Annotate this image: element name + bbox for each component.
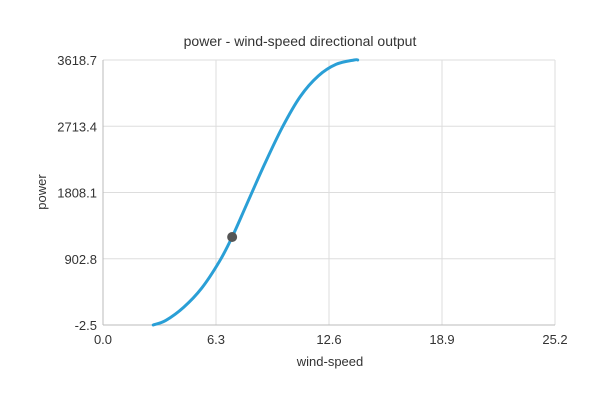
y-tick-label: 2713.4 (57, 119, 97, 134)
tick-labels: 0.0 6.3 12.6 18.9 25.2 -2.5 902.8 1808.1 2713.4 3… (57, 53, 567, 347)
x-axis-label: wind-speed (296, 354, 364, 369)
chart-title: power - wind-speed directional output (184, 33, 417, 49)
x-tick-label: 12.6 (316, 332, 341, 347)
y-tick-label: 1808.1 (57, 186, 97, 201)
x-tick-label: 0.0 (94, 332, 112, 347)
series (151, 58, 360, 327)
y-tick-label: -2.5 (75, 318, 97, 333)
axes (102, 60, 555, 326)
series-line (151, 58, 360, 327)
x-tick-label: 6.3 (207, 332, 225, 347)
highlight-point[interactable] (227, 232, 238, 243)
x-tick-label: 25.2 (542, 332, 567, 347)
y-axis-label: power (34, 174, 49, 210)
y-tick-label: 902.8 (64, 252, 97, 267)
grid (103, 59, 556, 325)
x-tick-label: 18.9 (429, 332, 454, 347)
y-tick-label: 3618.7 (57, 53, 97, 68)
